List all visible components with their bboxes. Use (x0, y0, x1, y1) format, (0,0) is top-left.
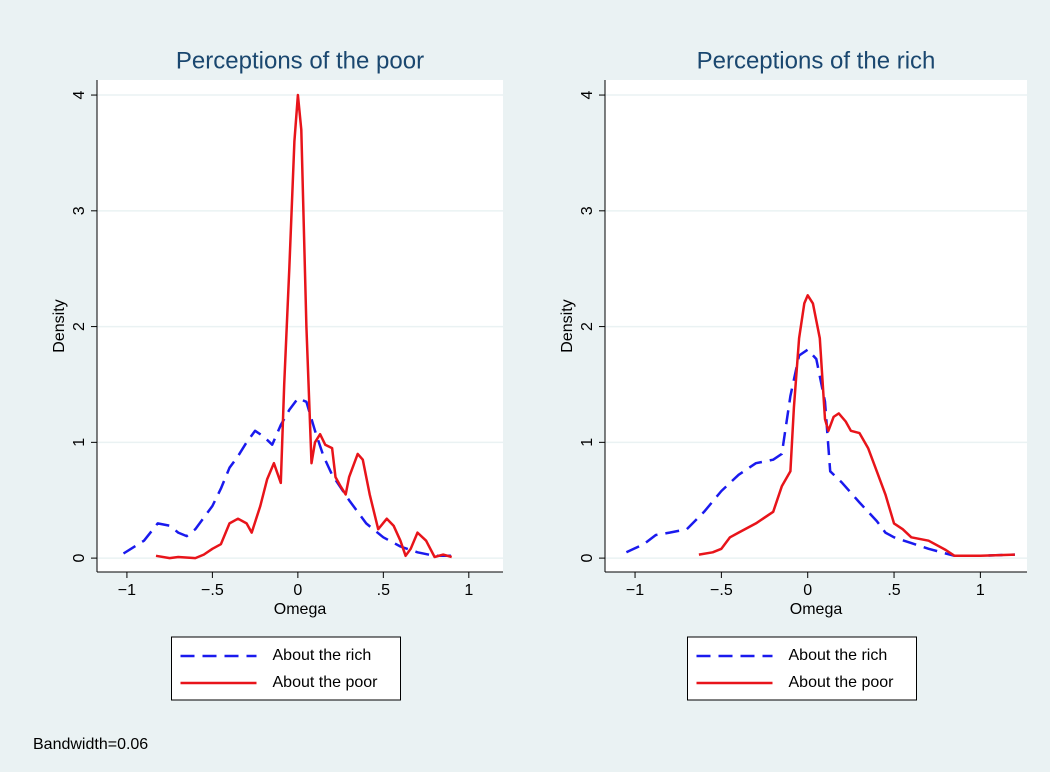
y-tick-label: 1 (71, 438, 88, 447)
panel: Perceptions of the poor 0 1 2 3 4 −1 −.5 0 .5 1 Ome… (51, 47, 503, 701)
x-tick-label: −.5 (201, 582, 224, 599)
x-tick-label: .5 (887, 582, 900, 599)
y-tick-label: 0 (71, 554, 88, 563)
x-tick-label: .5 (377, 582, 390, 599)
y-tick-label: 2 (71, 322, 88, 331)
legend-label: About the rich (789, 647, 888, 664)
legend-label: About the rich (273, 647, 372, 664)
series-line (155, 93, 453, 560)
y-tick-label: 3 (579, 206, 596, 215)
y-tick-label: 4 (579, 91, 596, 100)
chart-title: Perceptions of the poor (176, 47, 424, 74)
legend-label: About the poor (789, 674, 895, 691)
legend-label: About the poor (273, 674, 379, 691)
y-tick-label: 3 (71, 206, 88, 215)
y-axis-title: Density (51, 299, 68, 352)
series-line (698, 294, 1015, 558)
y-tick-label: 1 (579, 438, 596, 447)
y-axis-title: Density (559, 299, 576, 352)
x-tick-label: 1 (976, 582, 985, 599)
y-tick-label: 2 (579, 322, 596, 331)
y-tick-label: 4 (71, 91, 88, 100)
legend-box (171, 636, 401, 701)
x-axis-title: Omega (274, 601, 327, 618)
x-axis-title: Omega (790, 601, 843, 618)
note: Bandwidth=0.06 (33, 736, 148, 753)
panel: Perceptions of the rich 0 1 2 3 4 −1 −.5 0 .5 1 Ome… (559, 47, 1027, 701)
legend-box (687, 636, 917, 701)
x-tick-label: 1 (464, 582, 473, 599)
y-tick-label: 0 (579, 554, 596, 563)
series-line (625, 348, 1015, 558)
x-tick-label: −.5 (710, 582, 733, 599)
x-tick-label: 0 (293, 582, 302, 599)
series-line (122, 397, 457, 558)
x-tick-label: −1 (626, 582, 644, 599)
x-tick-label: 0 (803, 582, 812, 599)
x-tick-label: −1 (118, 582, 136, 599)
chart-title: Perceptions of the rich (697, 47, 936, 74)
